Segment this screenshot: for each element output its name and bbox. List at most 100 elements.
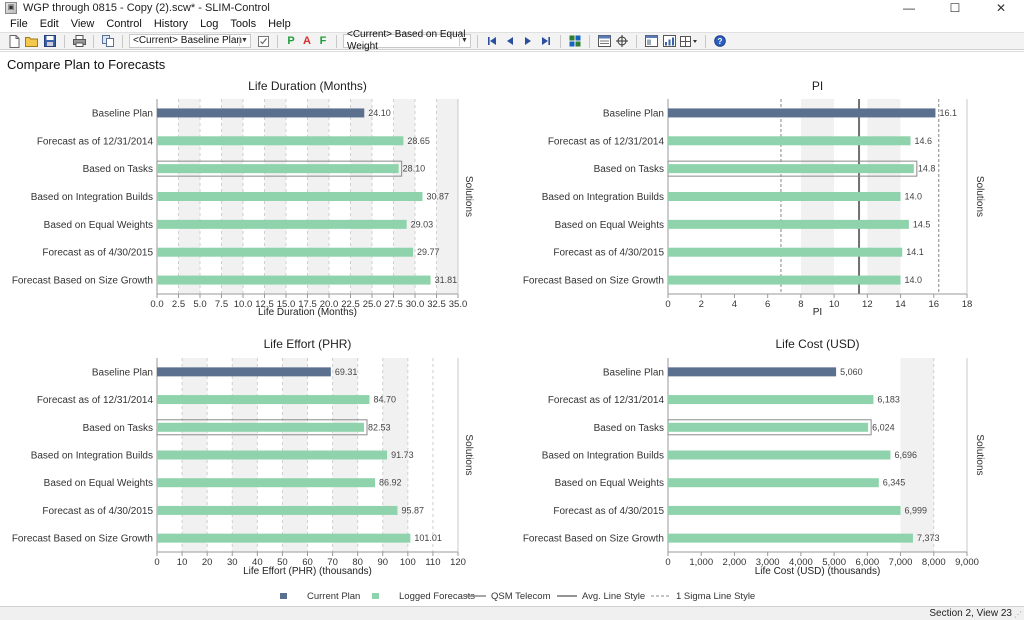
chart-category-label: Based on Equal Weights [44,478,153,489]
chart-x-tick-label: 12.5 [255,299,274,310]
chart-title: PI [812,79,823,93]
chart-category-label: Forecast as of 4/30/2015 [42,248,153,259]
page-title: Compare Plan to Forecasts [7,57,166,72]
legend-label: QSM Telecom [491,591,551,602]
chart-side-label: Solutions [463,434,474,475]
toolbar-separator [64,34,65,48]
menu-tools[interactable]: Tools [230,18,257,30]
help-icon[interactable]: ? [712,34,728,48]
chart-value-label: 69.31 [335,367,358,377]
chart-category-label: Forecast as of 4/30/2015 [553,248,664,259]
toolbar-separator [705,34,706,48]
chart-settings-icon[interactable] [661,34,677,48]
charts-canvas: Life Duration (Months) Baseline Plan 24.10… [12,79,985,602]
chart-x-tick-label: 25.0 [363,299,382,310]
chart-value-label: 6,024 [872,422,895,432]
chart-value-label: 28.65 [407,136,430,146]
actual-letter-button[interactable]: A [303,35,311,47]
new-file-icon[interactable] [6,34,22,48]
next-record-icon[interactable] [520,34,536,48]
chart-x-tick-label: 90 [377,557,388,568]
legend-swatch [372,593,379,599]
save-icon[interactable] [42,34,58,48]
chart-bar [157,275,431,285]
minimize-button[interactable]: — [903,1,915,15]
chart-bar [668,192,901,201]
plan-letter-button[interactable]: P [287,35,295,47]
checkbox-icon[interactable] [255,34,271,48]
status-text: Section 2, View 23 [929,608,1012,619]
compare-select[interactable]: <Current> Based on Equal Weight ▼ [343,29,471,52]
chart-x-tick-label: 27.5 [384,299,403,310]
chart-x-tick-label: 10 [177,557,188,568]
menu-history[interactable]: History [153,18,189,30]
chart-bar [157,247,414,257]
baseline-select-value: <Current> Baseline Plan [133,35,242,46]
chart-bar [668,219,909,229]
toolbar-separator [122,34,123,48]
chart-value-label: 14.0 [905,275,923,285]
menu-help[interactable]: Help [268,18,291,30]
chart-x-tick-label: 100 [400,557,416,568]
chart-category-label: Based on Tasks [594,423,664,434]
chart-x-tick-label: 9,000 [955,557,979,568]
forecast-letter-button[interactable]: F [319,35,327,47]
window-title: WGP through 0815 - Copy (2).scw* - SLIM-… [23,2,270,14]
chart-x-tick-label: 0 [665,299,670,310]
menu-view[interactable]: View [70,18,95,30]
print-icon[interactable] [71,34,87,48]
chart-bar [668,422,869,432]
report-icon[interactable] [596,34,612,48]
chart-x-tick-label: 10.0 [234,299,253,310]
window-controls: — ☐ ✕ [886,0,1024,16]
chart-value-label: 101.01 [414,533,442,543]
last-record-icon[interactable] [538,34,554,48]
chart-bar [157,478,376,488]
chart-x-tick-label: 7.5 [215,299,228,310]
menu-bar: File Edit View Control History Log Tools… [0,16,1024,32]
chart-value-label: 29.03 [411,219,434,229]
grid-view-icon[interactable] [567,34,583,48]
chart-category-label: Based on Tasks [594,164,664,175]
chevron-down-icon: ▼ [239,36,249,46]
chart-category-label: Based on Equal Weights [44,220,153,231]
chart-bar [668,367,837,377]
chart-x-tick-label: 35.0 [449,299,468,310]
chart-x-tick-label: 3,000 [756,557,780,568]
chart-bar [157,108,365,118]
close-button[interactable]: ✕ [995,1,1007,15]
chart-x-tick-label: 2.5 [172,299,185,310]
menu-log[interactable]: Log [200,18,219,30]
chart-value-label: 5,060 [840,367,863,377]
menu-edit[interactable]: Edit [39,18,59,30]
chart-bar [157,505,398,515]
chart-x-tick-label: 60 [302,557,313,568]
chart-shade-band [900,358,934,552]
chart-side-label: Solutions [974,176,985,217]
chart-category-label: Based on Equal Weights [555,220,664,231]
chart-x-tick-label: 18 [962,299,973,310]
chart-x-tick-label: 2 [699,299,704,310]
chart-value-label: 24.10 [368,108,391,118]
layout-dropdown-icon[interactable] [679,34,699,48]
chart-bar [668,136,911,146]
baseline-select[interactable]: <Current> Baseline Plan ▼ [129,34,251,48]
first-record-icon[interactable] [484,34,500,48]
window-layout-icon[interactable] [643,34,659,48]
chart-bar [157,164,399,174]
chart-x-tick-label: 1,000 [689,557,713,568]
chart-bar [157,136,404,146]
toolbar-separator [477,34,478,48]
resize-grip-icon[interactable]: ⋰ [1014,610,1022,619]
chart-bar [157,422,365,432]
previous-record-icon[interactable] [502,34,518,48]
chart-x-tick-label: 50 [277,557,288,568]
menu-control[interactable]: Control [106,18,142,30]
copy-icon[interactable] [100,34,116,48]
menu-file[interactable]: File [10,18,28,30]
open-folder-icon[interactable] [24,34,40,48]
toolbar-separator [277,34,278,48]
chart-x-tick-label: 30.0 [406,299,425,310]
crosshair-icon[interactable] [614,34,630,48]
maximize-button[interactable]: ☐ [949,1,961,15]
